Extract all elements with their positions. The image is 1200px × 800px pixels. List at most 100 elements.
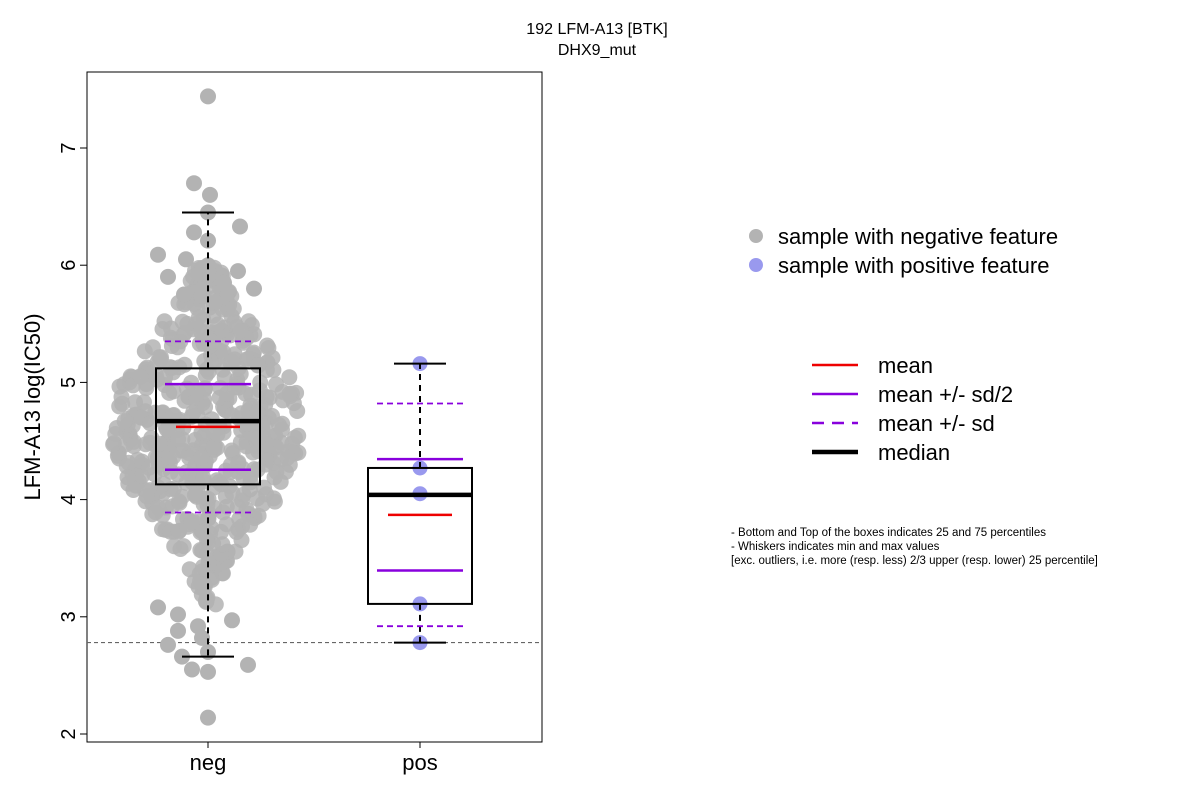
neg-sample-point	[242, 468, 259, 485]
neg-sample-point	[195, 469, 212, 486]
neg-sample-point	[160, 636, 176, 653]
neg-sample-point	[190, 309, 207, 326]
neg-sample-point	[235, 334, 252, 351]
y-tick-label: 4	[58, 494, 80, 505]
neg-sample-point	[223, 442, 240, 459]
neg-sample-point	[197, 399, 214, 415]
neg-sample-point	[158, 421, 175, 438]
footnote-line: - Bottom and Top of the boxes indicates …	[731, 527, 1046, 539]
neg-sample-point	[107, 426, 124, 442]
y-axis-label: LFM-A13 log(IC50)	[20, 313, 45, 500]
neg-sample-point	[240, 656, 256, 673]
legend-point-marker	[749, 229, 763, 243]
neg-sample-point	[268, 463, 285, 480]
neg-sample-point	[186, 487, 203, 503]
neg-sample-point	[170, 622, 186, 639]
neg-sample-point	[200, 88, 216, 105]
y-tick-label: 2	[58, 728, 80, 739]
neg-sample-point	[172, 541, 189, 557]
box-neg-iqr	[155, 367, 261, 486]
neg-sample-point	[281, 369, 298, 386]
neg-sample-point	[138, 488, 155, 505]
neg-sample-point	[200, 709, 216, 726]
neg-sample-point	[162, 359, 179, 376]
neg-sample-point	[216, 274, 232, 291]
neg-sample-point	[183, 514, 200, 531]
neg-sample-point	[279, 449, 296, 466]
neg-sample-point	[230, 464, 246, 480]
neg-sample-point	[114, 395, 131, 412]
neg-sample-point	[207, 293, 223, 310]
neg-sample-point	[176, 356, 193, 373]
neg-sample-point	[196, 353, 213, 369]
neg-sample-point	[151, 435, 168, 452]
chart-subtitle: DHX9_mut	[558, 42, 637, 59]
y-tick-label: 3	[58, 611, 80, 622]
neg-sample-point	[207, 596, 224, 613]
neg-sample-point	[290, 427, 307, 444]
neg-sample-point	[181, 449, 198, 466]
neg-sample-point	[160, 268, 176, 285]
neg-sample-point	[163, 320, 180, 337]
neg-sample-point	[230, 263, 246, 280]
neg-sample-point	[193, 281, 210, 298]
neg-sample-point	[162, 463, 179, 480]
neg-sample-point	[181, 561, 198, 578]
chart-title: 192 LFM-A13 [BTK]	[526, 21, 667, 38]
neg-sample-point	[192, 323, 209, 340]
neg-sample-point	[132, 368, 149, 385]
neg-sample-point	[224, 484, 241, 501]
neg-sample-point	[250, 429, 267, 446]
neg-sample-point	[229, 498, 246, 515]
neg-sample-point	[116, 413, 133, 430]
neg-sample-point	[178, 380, 195, 397]
plot-frame	[86, 71, 543, 743]
neg-sample-point	[223, 353, 240, 370]
neg-sample-point	[178, 474, 195, 491]
neg-sample-point	[224, 612, 240, 629]
neg-sample-point	[200, 663, 216, 680]
neg-sample-point	[259, 337, 276, 354]
neg-sample-point	[142, 415, 159, 432]
neg-sample-point	[266, 493, 283, 510]
neg-sample-point	[243, 386, 260, 403]
neg-sample-point	[202, 186, 218, 203]
footnote-line: - Whiskers indicates min and max values	[731, 541, 940, 553]
box-pos-iqr	[367, 466, 473, 605]
x-tick-label: pos	[402, 750, 437, 775]
neg-sample-point	[203, 519, 220, 536]
neg-sample-point	[225, 300, 242, 317]
neg-sample-point	[205, 439, 222, 455]
neg-sample-point	[249, 404, 266, 420]
y-tick-label: 7	[58, 142, 80, 153]
legend-line-label: median	[878, 440, 950, 465]
y-tick-label: 6	[58, 260, 80, 271]
legend-point-marker	[749, 258, 763, 272]
neg-sample-point	[170, 606, 186, 623]
neg-sample-point	[194, 542, 211, 559]
neg-sample-point	[178, 251, 194, 268]
legend-line-label: mean	[878, 353, 933, 378]
neg-sample-point	[209, 426, 226, 443]
neg-sample-point	[227, 379, 244, 396]
neg-sample-point	[125, 438, 142, 455]
y-tick-label: 5	[58, 377, 80, 388]
legend-line-label: mean +/- sd/2	[878, 382, 1013, 407]
neg-sample-point	[119, 469, 136, 486]
neg-sample-point	[193, 449, 210, 466]
neg-sample-point	[176, 286, 192, 303]
neg-sample-point	[184, 661, 200, 678]
neg-sample-point	[170, 431, 187, 448]
neg-sample-point	[150, 246, 166, 263]
neg-sample-point	[232, 218, 248, 235]
neg-sample-point	[214, 536, 231, 553]
neg-sample-point	[150, 599, 166, 616]
neg-sample-point	[141, 459, 157, 476]
neg-sample-point	[193, 424, 210, 441]
neg-sample-point	[232, 322, 249, 339]
neg-sample-point	[289, 403, 306, 419]
neg-sample-point	[274, 392, 291, 409]
neg-sample-point	[161, 384, 178, 401]
neg-sample-point	[264, 349, 281, 366]
